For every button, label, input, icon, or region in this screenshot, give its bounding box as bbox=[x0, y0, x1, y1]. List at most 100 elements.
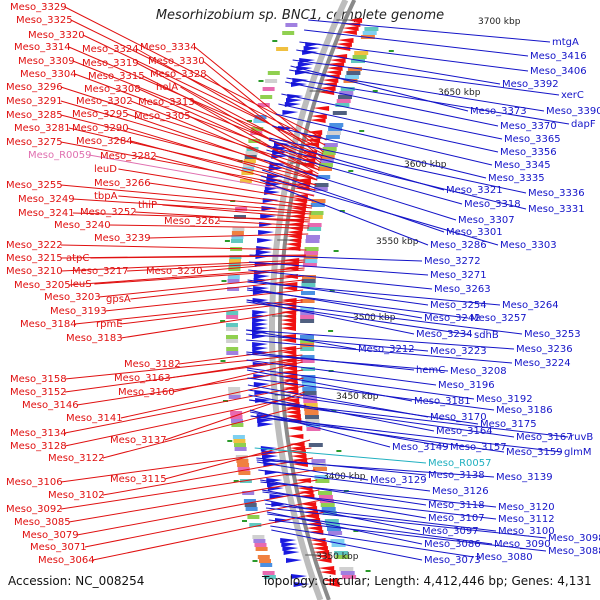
gene-label[interactable]: Meso_3309 bbox=[18, 56, 75, 67]
gene-label[interactable]: Meso_3321 bbox=[446, 185, 503, 196]
gene-label[interactable]: Meso_3129 bbox=[370, 475, 427, 486]
gene-label[interactable]: Meso_3159 bbox=[506, 447, 563, 458]
gene-label[interactable]: Meso_3086 bbox=[424, 539, 481, 550]
gene-label[interactable]: Meso_3208 bbox=[450, 366, 507, 377]
gene-label[interactable]: Meso_3320 bbox=[28, 30, 85, 41]
gene-label[interactable]: Meso_3064 bbox=[38, 555, 95, 566]
gene-label[interactable]: Meso_3112 bbox=[498, 514, 555, 525]
gene-label[interactable]: Meso_3192 bbox=[476, 394, 533, 405]
gene-label[interactable]: Meso_3137 bbox=[110, 435, 167, 446]
gene-label[interactable]: Meso_3234 bbox=[416, 329, 473, 340]
gene-label[interactable]: Meso_3336 bbox=[528, 188, 585, 199]
gene-label[interactable]: Meso_3302 bbox=[76, 96, 133, 107]
gene-label[interactable]: Meso_3223 bbox=[430, 346, 487, 357]
gene-label[interactable]: Meso_3158 bbox=[10, 374, 67, 385]
gene-label[interactable]: Meso_3160 bbox=[118, 387, 175, 398]
gene-label[interactable]: Meso_3157 bbox=[450, 442, 507, 453]
gene-label[interactable]: Meso_3271 bbox=[430, 270, 487, 281]
gene-label[interactable]: Meso_3212 bbox=[358, 344, 415, 355]
gene-label[interactable]: Meso_3240 bbox=[54, 220, 111, 231]
gene-label[interactable]: Meso_3303 bbox=[500, 240, 557, 251]
gene-label[interactable]: Meso_3196 bbox=[438, 380, 495, 391]
gene-label[interactable]: Meso_3097 bbox=[422, 526, 479, 537]
gene-label[interactable]: Meso_3210 bbox=[6, 266, 63, 277]
gene-label[interactable]: Meso_3416 bbox=[530, 51, 587, 62]
gene-label[interactable]: Meso_3092 bbox=[6, 504, 63, 515]
gene-label[interactable]: Meso_3079 bbox=[22, 530, 79, 541]
gene-label[interactable]: Meso_3098 bbox=[548, 533, 600, 544]
gene-label[interactable]: Meso_3263 bbox=[434, 284, 491, 295]
gene-label[interactable]: Meso_3281 bbox=[14, 123, 71, 134]
gene-label[interactable]: Meso_3134 bbox=[10, 428, 67, 439]
gene-label[interactable]: Meso_3215 bbox=[6, 253, 63, 264]
gene-label[interactable]: Meso_3328 bbox=[150, 69, 207, 80]
gene-label[interactable]: Meso_3141 bbox=[66, 413, 123, 424]
gene-label[interactable]: Meso_3102 bbox=[48, 490, 105, 501]
gene-label[interactable]: Meso_3186 bbox=[496, 405, 553, 416]
gene-label[interactable]: Meso_3184 bbox=[20, 319, 77, 330]
gene-label[interactable]: glmM bbox=[564, 447, 592, 458]
gene-label[interactable]: Meso_3106 bbox=[6, 477, 63, 488]
gene-label[interactable]: Meso_3373 bbox=[470, 106, 527, 117]
gene-label[interactable]: Meso_3242 bbox=[424, 313, 481, 324]
gene-label[interactable]: Meso_3183 bbox=[66, 333, 123, 344]
gene-label[interactable]: Meso_3164 bbox=[436, 426, 493, 437]
gene-label[interactable]: Meso_3286 bbox=[430, 240, 487, 251]
gene-label[interactable]: Meso_3118 bbox=[428, 500, 485, 511]
gene-label[interactable]: Meso_3307 bbox=[458, 215, 515, 226]
gene-label[interactable]: Meso_3304 bbox=[20, 69, 77, 80]
gene-label[interactable]: Meso_3182 bbox=[124, 359, 181, 370]
gene-label[interactable]: Meso_3301 bbox=[446, 227, 503, 238]
gene-label[interactable]: tbpA bbox=[94, 191, 118, 202]
gene-label[interactable]: Meso_3205 bbox=[14, 280, 71, 291]
gene-label[interactable]: Meso_3224 bbox=[514, 358, 571, 369]
gene-label[interactable]: Meso_3345 bbox=[494, 160, 551, 171]
gene-label[interactable]: Meso_3331 bbox=[528, 204, 585, 215]
gene-label[interactable]: Meso_3285 bbox=[6, 110, 63, 121]
gene-label[interactable]: Meso_3122 bbox=[48, 453, 105, 464]
gene-label[interactable]: Meso_3252 bbox=[80, 207, 137, 218]
gene-label[interactable]: thiP bbox=[138, 200, 157, 211]
gene-label[interactable]: gpsA bbox=[106, 294, 131, 305]
gene-label[interactable]: Meso_3334 bbox=[140, 42, 197, 53]
gene-label[interactable]: Meso_R0059 bbox=[28, 150, 92, 161]
gene-label[interactable]: Meso_3356 bbox=[500, 147, 557, 158]
gene-label[interactable]: ruvB bbox=[570, 432, 593, 443]
gene-label[interactable]: Meso_3217 bbox=[72, 266, 129, 277]
gene-label[interactable]: Meso_3318 bbox=[464, 199, 521, 210]
gene-label[interactable]: Meso_3222 bbox=[6, 240, 63, 251]
gene-label[interactable]: Meso_3308 bbox=[84, 84, 141, 95]
gene-label[interactable]: Meso_3406 bbox=[530, 66, 587, 77]
gene-label[interactable]: Meso_3253 bbox=[524, 329, 581, 340]
gene-label[interactable]: Meso_3203 bbox=[44, 292, 101, 303]
gene-label[interactable]: Meso_3239 bbox=[94, 233, 151, 244]
gene-label[interactable]: Meso_3146 bbox=[22, 400, 79, 411]
gene-label[interactable]: Meso_3314 bbox=[14, 42, 71, 53]
gene-label[interactable]: Meso_3230 bbox=[146, 266, 203, 277]
gene-label[interactable]: Meso_3324 bbox=[82, 44, 139, 55]
gene-label[interactable]: Meso_3370 bbox=[500, 121, 557, 132]
gene-label[interactable]: Meso_3170 bbox=[430, 412, 487, 423]
gene-label[interactable]: leuS bbox=[70, 279, 92, 290]
gene-label[interactable]: Meso_R0057 bbox=[428, 458, 492, 469]
gene-label[interactable]: Meso_3241 bbox=[18, 208, 75, 219]
gene-label[interactable]: Meso_3088 bbox=[548, 546, 600, 557]
gene-label[interactable]: Meso_3315 bbox=[88, 71, 145, 82]
gene-label[interactable]: holA bbox=[156, 82, 178, 93]
gene-label[interactable]: Meso_3149 bbox=[392, 442, 449, 453]
gene-label[interactable]: Meso_3262 bbox=[164, 216, 221, 227]
gene-label[interactable]: Meso_3329 bbox=[10, 2, 67, 13]
gene-label[interactable]: leuD bbox=[94, 164, 117, 175]
gene-label[interactable]: Meso_3236 bbox=[516, 344, 573, 355]
gene-label[interactable]: Meso_3266 bbox=[94, 178, 151, 189]
gene-label[interactable]: Meso_3073 bbox=[424, 555, 481, 566]
gene-label[interactable]: Meso_3107 bbox=[428, 513, 485, 524]
gene-label[interactable]: rpmE bbox=[96, 319, 123, 330]
gene-label[interactable]: Meso_3193 bbox=[50, 306, 107, 317]
gene-label[interactable]: Meso_3275 bbox=[6, 137, 63, 148]
gene-label[interactable]: sdhB bbox=[474, 330, 499, 341]
gene-label[interactable]: Meso_3126 bbox=[432, 486, 489, 497]
gene-label[interactable]: Meso_3163 bbox=[114, 373, 171, 384]
gene-label[interactable]: Meso_3365 bbox=[504, 134, 561, 145]
gene-label[interactable]: Meso_3282 bbox=[100, 151, 157, 162]
